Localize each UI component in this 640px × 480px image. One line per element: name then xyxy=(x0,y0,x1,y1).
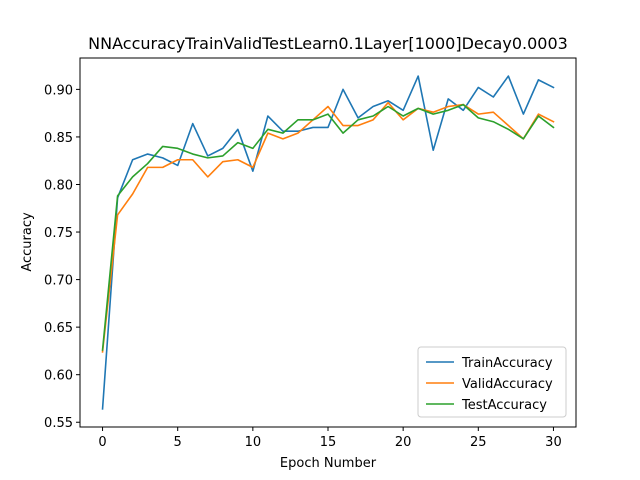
y-axis: 0.55 0.60 0.65 0.70 0.75 0.80 0.85 0.90 xyxy=(44,83,80,431)
y-tick-label: 0.65 xyxy=(44,321,73,336)
y-tick-label: 0.70 xyxy=(44,274,73,289)
y-tick-label: 0.55 xyxy=(44,416,73,431)
x-tick-label: 20 xyxy=(395,435,412,450)
y-axis-label: Accuracy xyxy=(20,212,35,272)
y-tick-label: 0.90 xyxy=(44,83,73,98)
chart-title: NNAccuracyTrainValidTestLearn0.1Layer[10… xyxy=(88,34,568,53)
x-tick-label: 15 xyxy=(320,435,337,450)
series-line-validaccuracy xyxy=(101,101,555,353)
plot-area xyxy=(101,75,555,410)
y-tick-label: 0.85 xyxy=(44,131,73,146)
y-tick-label: 0.80 xyxy=(44,178,73,193)
x-tick-label: 0 xyxy=(98,435,106,450)
legend: TrainAccuracy ValidAccuracy TestAccuracy xyxy=(417,346,567,418)
x-tick-label: 5 xyxy=(174,435,182,450)
legend-label-testaccuracy: TestAccuracy xyxy=(461,398,547,413)
series-line-trainaccuracy xyxy=(101,75,555,410)
legend-label-validaccuracy: ValidAccuracy xyxy=(462,377,553,392)
x-axis: 0 5 10 15 20 25 30 xyxy=(98,427,562,450)
legend-frame xyxy=(417,346,567,418)
legend-label-trainaccuracy: TrainAccuracy xyxy=(461,356,553,371)
y-tick-label: 0.75 xyxy=(44,226,73,241)
x-tick-label: 25 xyxy=(470,435,487,450)
y-tick-label: 0.60 xyxy=(44,369,73,384)
series-line-testaccuracy xyxy=(101,103,555,351)
x-tick-label: 10 xyxy=(245,435,262,450)
x-tick-label: 30 xyxy=(545,435,562,450)
x-axis-label: Epoch Number xyxy=(280,456,377,471)
